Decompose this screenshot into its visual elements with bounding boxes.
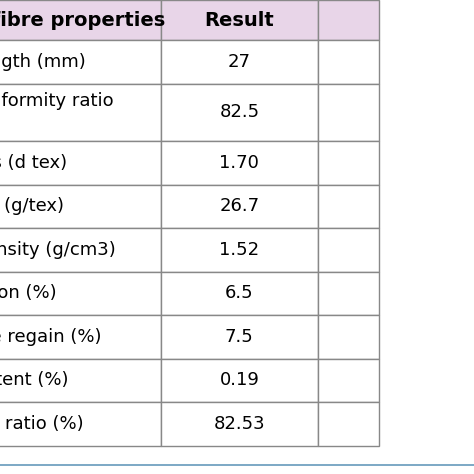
Text: 1.52: 1.52 — [219, 241, 259, 259]
Text: 0.19: 0.19 — [219, 371, 259, 389]
Bar — [318, 315, 379, 358]
Text: Fibre density (g/cm3): Fibre density (g/cm3) — [0, 241, 116, 259]
Bar — [161, 272, 318, 315]
Text: 7.5: 7.5 — [225, 328, 254, 346]
Bar — [161, 84, 318, 141]
Text: 1.70: 1.70 — [219, 154, 259, 172]
Text: Fibre length (mm): Fibre length (mm) — [0, 53, 86, 71]
Bar — [161, 40, 318, 84]
Text: 82.53: 82.53 — [214, 415, 265, 433]
Bar — [161, 141, 318, 184]
Bar — [161, 0, 318, 40]
Text: Result: Result — [204, 10, 274, 30]
Text: Cotton fibre properties: Cotton fibre properties — [0, 10, 165, 30]
Bar — [0, 315, 161, 358]
Bar — [161, 315, 318, 358]
Bar — [161, 358, 318, 402]
Text: Ash content (%): Ash content (%) — [0, 371, 69, 389]
Text: 6.5: 6.5 — [225, 284, 254, 302]
Text: Maturity ratio (%): Maturity ratio (%) — [0, 415, 84, 433]
Text: 27: 27 — [228, 53, 251, 71]
Bar — [161, 402, 318, 446]
Bar — [318, 358, 379, 402]
Bar — [0, 141, 161, 184]
Bar — [0, 402, 161, 446]
Bar — [318, 184, 379, 228]
Bar — [318, 272, 379, 315]
Bar — [161, 184, 318, 228]
Bar — [318, 141, 379, 184]
Text: Moisture regain (%): Moisture regain (%) — [0, 328, 101, 346]
Bar — [0, 84, 161, 141]
Text: 82.5: 82.5 — [219, 103, 259, 121]
Text: Elongation (%): Elongation (%) — [0, 284, 57, 302]
Bar — [318, 402, 379, 446]
Bar — [0, 0, 161, 40]
Text: 26.7: 26.7 — [219, 197, 259, 215]
Bar — [318, 84, 379, 141]
Bar — [318, 228, 379, 272]
Text: Fibre uniformity ratio
(%): Fibre uniformity ratio (%) — [0, 92, 114, 133]
Bar — [0, 228, 161, 272]
Bar — [0, 272, 161, 315]
Text: Tenacity (g/tex): Tenacity (g/tex) — [0, 197, 64, 215]
Text: Fineness (d tex): Fineness (d tex) — [0, 154, 67, 172]
Bar — [0, 358, 161, 402]
Bar — [318, 40, 379, 84]
Bar — [318, 0, 379, 40]
Bar — [0, 40, 161, 84]
Bar — [0, 184, 161, 228]
Bar — [161, 228, 318, 272]
